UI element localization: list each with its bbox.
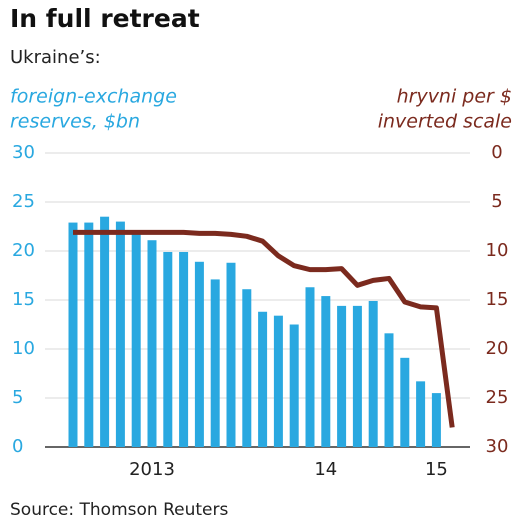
- bar: [416, 381, 426, 447]
- bar: [242, 289, 252, 447]
- bar: [321, 296, 331, 447]
- y-axis-label: reserves, $bn: [10, 111, 140, 133]
- x-tick-label: 15: [425, 459, 448, 480]
- y2-tick-label: 5: [491, 191, 502, 212]
- bar: [147, 240, 157, 447]
- line: [73, 229, 455, 428]
- y-tick-label: 10: [12, 338, 35, 359]
- bar: [194, 261, 204, 447]
- bar: [226, 262, 236, 447]
- bar: [258, 311, 268, 447]
- y-tick-label: 15: [12, 289, 35, 310]
- y-tick-label: 20: [12, 240, 35, 261]
- y-tick-label: 0: [12, 436, 23, 457]
- y2-tick-label: 20: [486, 338, 509, 359]
- x-tick-label: 14: [314, 459, 337, 480]
- bar: [400, 357, 410, 447]
- bar: [368, 300, 378, 447]
- bar: [352, 305, 362, 447]
- y2-tick-label: 25: [486, 387, 509, 408]
- bar: [384, 333, 394, 447]
- bar: [337, 305, 347, 447]
- bar: [163, 251, 173, 447]
- bar: [68, 222, 78, 447]
- chart-subtitle: Ukraine’s:: [10, 47, 101, 68]
- source: Source: Thomson Reuters: [10, 500, 228, 520]
- bar: [210, 279, 220, 447]
- bar: [431, 393, 441, 447]
- bar: [179, 251, 189, 447]
- y-tick-label: 30: [12, 142, 35, 163]
- y-tick-label: 5: [12, 387, 23, 408]
- y2-tick-label: 30: [486, 436, 509, 457]
- y-axis-label: foreign-exchange: [10, 86, 177, 108]
- bar: [84, 222, 94, 447]
- bar: [131, 232, 141, 447]
- bar: [289, 324, 299, 447]
- x-tick-label: 2013: [129, 459, 175, 480]
- chart-title: In full retreat: [10, 4, 200, 33]
- bar: [273, 315, 283, 447]
- y2-axis-label: inverted scale: [378, 111, 512, 133]
- y2-tick-label: 10: [486, 240, 509, 261]
- bar: [100, 216, 110, 447]
- y-tick-label: 25: [12, 191, 35, 212]
- bar: [305, 287, 315, 447]
- bar: [115, 221, 125, 447]
- y2-tick-label: 0: [491, 142, 502, 163]
- y2-tick-label: 15: [486, 289, 509, 310]
- y2-axis-label: hryvni per $: [397, 86, 512, 108]
